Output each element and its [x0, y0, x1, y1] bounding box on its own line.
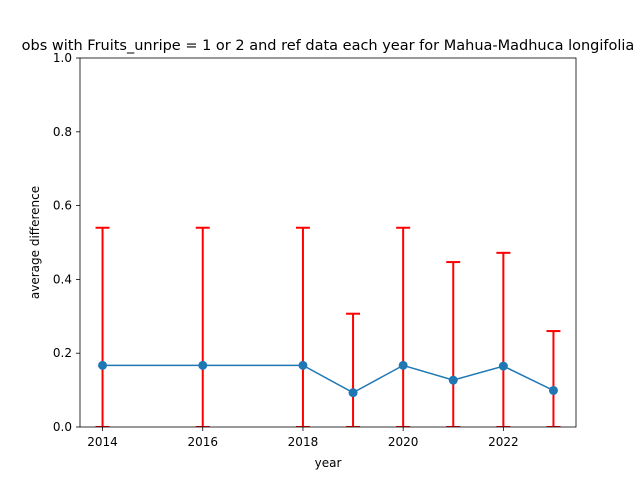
y-tick-label: 0.4: [53, 272, 72, 286]
data-point: [348, 388, 358, 398]
x-tick-label: 2014: [87, 435, 118, 449]
x-tick-label: 2016: [187, 435, 218, 449]
series-line: [102, 364, 554, 394]
x-tick-label: 2020: [388, 435, 419, 449]
y-tick-label: 0.8: [53, 125, 72, 139]
series-group: [98, 360, 558, 398]
y-axis-label: average difference: [28, 186, 42, 299]
data-point: [448, 375, 458, 385]
y-tick-label: 1.0: [53, 51, 72, 65]
data-point: [198, 360, 208, 370]
error-bars: [95, 226, 561, 427]
x-axis-label: year: [315, 456, 342, 470]
y-axis: 0.0 0.2 0.4 0.6 0.8 1.0: [53, 51, 80, 434]
data-point: [548, 385, 558, 395]
data-point: [298, 360, 308, 370]
y-tick-label: 0.2: [53, 346, 72, 360]
y-tick-label: 0.6: [53, 199, 72, 213]
chart-title: obs with Fruits_unripe = 1 or 2 and ref …: [22, 38, 635, 54]
y-tick-label: 0.0: [53, 420, 72, 434]
x-tick-label: 2018: [288, 435, 319, 449]
axes-frame: [79, 57, 577, 428]
data-point: [498, 361, 508, 371]
x-tick-label: 2022: [488, 435, 519, 449]
data-point: [398, 360, 408, 370]
data-point: [98, 360, 108, 370]
x-axis: 2014 2016 2018 2020 2022: [87, 427, 519, 449]
